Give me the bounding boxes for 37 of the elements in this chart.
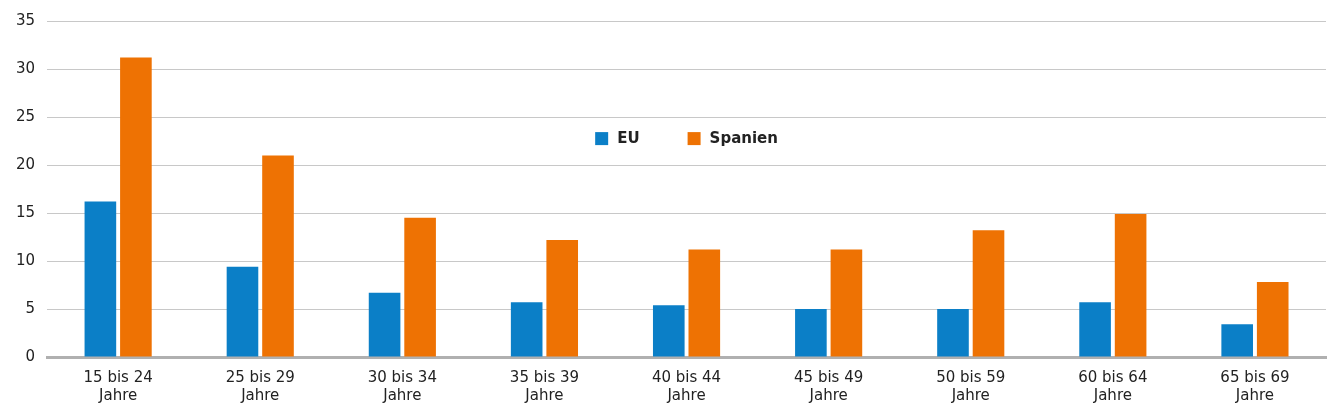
- bar: [404, 217, 436, 357]
- bar: [1114, 213, 1147, 357]
- bar: [120, 57, 152, 357]
- y-tick-label: 10: [15, 250, 36, 269]
- bar: [688, 249, 721, 357]
- bar: [1221, 324, 1253, 357]
- y-tick-label: 35: [15, 10, 36, 29]
- y-tick-label: 5: [25, 298, 36, 317]
- x-tick-label: 35 bis 39 Jahre: [509, 367, 580, 404]
- bar: [652, 305, 685, 357]
- bar: [1256, 282, 1289, 357]
- y-tick-label: 0: [25, 346, 36, 365]
- bar: [262, 155, 294, 357]
- x-tick-label: 45 bis 49 Jahre: [794, 367, 864, 404]
- x-tick-label: 25 bis 29 Jahre: [225, 367, 295, 404]
- x-tick-label: 30 bis 34 Jahre: [367, 367, 437, 404]
- x-tick-label: 60 bis 64 Jahre: [1078, 367, 1148, 404]
- bar: [226, 266, 259, 357]
- y-tick-label: 15: [15, 202, 36, 221]
- bar: [368, 292, 401, 357]
- legend-label: EU: [617, 129, 640, 148]
- bar: [510, 302, 543, 357]
- bar: [795, 309, 827, 357]
- legend-label: Spanien: [709, 129, 778, 148]
- x-tick-label: 50 bis 59 Jahre: [936, 367, 1006, 404]
- y-tick-label: 25: [15, 106, 36, 125]
- x-tick-label: 40 bis 44 Jahre: [651, 367, 722, 404]
- x-tick-label: 15 bis 24 Jahre: [83, 367, 153, 404]
- bar: [84, 201, 117, 357]
- bar: [830, 249, 863, 357]
- bar: [972, 230, 1005, 357]
- bar: [937, 309, 969, 357]
- bar: [1079, 302, 1111, 357]
- x-tick-label: 65 bis 69 Jahre: [1220, 367, 1290, 404]
- bar: [546, 239, 579, 357]
- y-tick-label: 20: [15, 154, 36, 173]
- y-tick-label: 30: [15, 58, 36, 77]
